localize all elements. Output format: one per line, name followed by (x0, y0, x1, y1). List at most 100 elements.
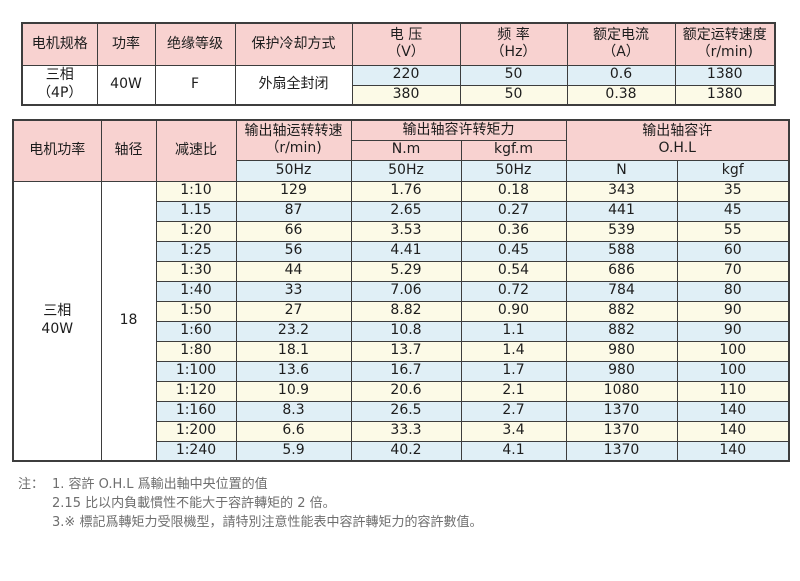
torque-nm-cell: 33.3 (350, 420, 462, 442)
subheader-ohl-kgf: kgf (676, 159, 790, 182)
ohl-n-cell: 882 (565, 300, 678, 322)
ohl-n-cell: 1370 (565, 440, 678, 462)
torque-kgfm-cell: 0.45 (460, 240, 567, 262)
header-power: 功率 (96, 22, 156, 66)
header-frequency: 频 率 （Hz） (459, 22, 568, 66)
ohl-kgf-cell: 110 (676, 380, 790, 402)
table-row: 1:25 56 4.41 0.45 588 60 (13, 240, 790, 262)
motor-power-line2: 40W (41, 320, 74, 337)
torque-kgfm-cell: 0.54 (460, 260, 567, 282)
speed-cell: 18.1 (235, 340, 352, 362)
ohl-kgf-cell: 55 (676, 220, 790, 242)
speed-cell: 56 (235, 240, 352, 262)
table-row: 1:160 8.3 26.5 2.7 1370 140 (13, 400, 790, 422)
speed-cell: 5.9 (235, 440, 352, 462)
header-torque-kgfm: kgf.m (460, 139, 567, 161)
table-row: 1:100 13.6 16.7 1.7 980 100 (13, 360, 790, 382)
ohl-n-cell: 539 (565, 220, 678, 242)
torque-kgfm-cell: 2.1 (460, 380, 567, 402)
ohl-kgf-cell: 140 (676, 400, 790, 422)
torque-kgfm-cell: 4.1 (460, 440, 567, 462)
header-rated-speed: 额定运转速度 （r/min) (674, 22, 776, 66)
frequency-value-cell: 50 (459, 64, 568, 86)
header-shaft-diameter: 轴径 (100, 119, 157, 182)
header-motor-spec: 电机规格 (21, 22, 98, 66)
ohl-n-cell: 784 (565, 280, 678, 302)
header-insulation-class: 绝缘等级 (154, 22, 236, 66)
ratio-cell: 1:80 (155, 340, 237, 362)
ohl-kgf-cell: 80 (676, 280, 790, 302)
ratio-cell: 1:60 (155, 320, 237, 342)
torque-kgfm-cell: 3.4 (460, 420, 567, 442)
header-output-speed-line2: （r/min) (265, 140, 322, 157)
footnote-3: 3.※ 標記爲轉矩力受限機型，請特別注意性能表中容許轉矩力的容許數值。 (52, 515, 483, 530)
header-voltage: 电 压 （V） (351, 22, 461, 66)
torque-kgfm-cell: 0.72 (460, 280, 567, 302)
ohl-kgf-cell: 140 (676, 420, 790, 442)
header-rated-speed-line2: （r/min) (696, 44, 753, 61)
header-output-speed-line1: 输出轴运转转速 (244, 122, 343, 139)
current-value-cell: 0.6 (566, 64, 676, 86)
table-header-row: N.m kgf.m (13, 139, 789, 161)
header-rated-current: 额定电流 （A） (566, 22, 676, 66)
speed-cell: 129 (235, 180, 352, 202)
footnote-1: 1. 容許 O.H.L 爲輸出軸中央位置的值 (52, 477, 268, 492)
torque-nm-cell: 7.06 (350, 280, 462, 302)
header-allowable-ohl-line1: 输出轴容许 (642, 122, 713, 139)
header-allowable-ohl-group: 输出轴容许 O.H.L (565, 119, 790, 161)
footnotes: 注： 1. 容許 O.H.L 爲輸出軸中央位置的值 2.15 比以内負載慣性不能… (18, 475, 800, 532)
torque-nm-cell: 10.8 (350, 320, 462, 342)
torque-nm-cell: 16.7 (350, 360, 462, 382)
table-header-row: 电机规格 功率 绝缘等级 保护冷却方式 电 压 （V） 频 率 （Hz） 额定电… (21, 22, 776, 66)
table-row: 380 50 0.38 1380 (22, 84, 776, 106)
ohl-kgf-cell: 140 (676, 440, 790, 462)
torque-nm-cell: 26.5 (350, 400, 462, 422)
motor-power-line1: 三相 (43, 303, 72, 320)
header-voltage-line1: 电 压 (389, 26, 423, 43)
torque-kgfm-cell: 1.1 (460, 320, 567, 342)
header-frequency-line2: （Hz） (490, 44, 537, 61)
ohl-kgf-cell: 35 (676, 180, 790, 202)
ohl-n-cell: 686 (565, 260, 678, 282)
header-voltage-line2: （V） (387, 44, 425, 61)
header-reduction-ratio: 减速比 (155, 119, 237, 182)
frequency-value-cell: 50 (459, 84, 568, 106)
ohl-kgf-cell: 45 (676, 200, 790, 222)
torque-nm-cell: 3.53 (350, 220, 462, 242)
subheader-kgfm-50hz: 50Hz (460, 159, 567, 182)
ratio-cell: 1:40 (155, 280, 237, 302)
torque-nm-cell: 4.41 (350, 240, 462, 262)
torque-kgfm-cell: 0.90 (460, 300, 567, 322)
voltage-value-cell: 380 (351, 84, 461, 106)
header-allowable-ohl-line2: O.H.L (658, 140, 696, 157)
ohl-n-cell: 343 (565, 180, 678, 202)
ohl-kgf-cell: 100 (676, 360, 790, 382)
table-row: 1:200 6.6 33.3 3.4 1370 140 (13, 420, 790, 442)
header-motor-power: 电机功率 (12, 119, 102, 182)
power-value-cell: 40W (96, 64, 156, 106)
speed-cell: 23.2 (235, 320, 352, 342)
motor-power-cell: 三相 40W (12, 180, 102, 462)
ohl-kgf-cell: 70 (676, 260, 790, 282)
ratio-cell: 1:120 (155, 380, 237, 402)
ohl-n-cell: 1370 (565, 400, 678, 422)
torque-nm-cell: 20.6 (350, 380, 462, 402)
motor-type-line1: 三相 (45, 67, 74, 84)
ratio-cell: 1:100 (155, 360, 237, 382)
ohl-n-cell: 1370 (565, 420, 678, 442)
header-allowable-torque-group: 输出轴容许转矩力 (350, 119, 567, 141)
table-row: 1:80 18.1 13.7 1.4 980 100 (13, 340, 790, 362)
subheader-nm-50hz: 50Hz (350, 159, 462, 182)
current-value-cell: 0.38 (566, 84, 676, 106)
ratio-cell: 1:240 (155, 440, 237, 462)
ratio-cell: 1:200 (155, 420, 237, 442)
speed-cell: 44 (235, 260, 352, 282)
table-row: 三相 （4P） 40W F 外扇全封闭 220 50 0.6 1380 (21, 64, 776, 106)
header-rated-speed-line1: 额定运转速度 (682, 26, 767, 43)
torque-nm-cell: 5.29 (350, 260, 462, 282)
header-output-speed: 输出轴运转转速 （r/min) (235, 119, 352, 161)
table-row: 1:120 10.9 20.6 2.1 1080 110 (13, 380, 790, 402)
ohl-kgf-cell: 90 (676, 300, 790, 322)
torque-kgfm-cell: 0.36 (460, 220, 567, 242)
table-row: 1:20 66 3.53 0.36 539 55 (13, 220, 790, 242)
